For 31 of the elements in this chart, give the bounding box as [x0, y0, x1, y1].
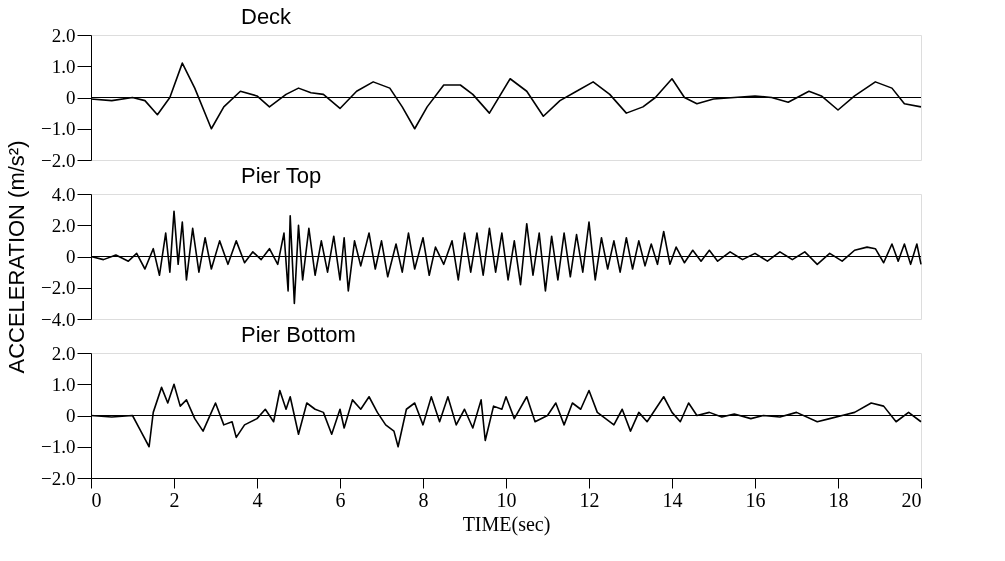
- x-tick-label: 20: [901, 488, 922, 511]
- x-tick-label: 2: [169, 488, 180, 511]
- x-tick-label: 16: [745, 488, 766, 511]
- y-tick-label: −2.0: [41, 277, 76, 299]
- chart-title: Pier Top: [241, 163, 322, 188]
- y-tick-label: −1.0: [41, 436, 76, 458]
- chart-title: Deck: [241, 4, 293, 29]
- x-tick-label: 4: [252, 488, 263, 511]
- x-tick-label: 0: [91, 488, 102, 511]
- x-tick-label: 8: [418, 488, 429, 511]
- y-tick-label: 1.0: [51, 373, 76, 395]
- y-tick-label: 0: [66, 246, 76, 267]
- chart-title: Pier Bottom: [241, 322, 356, 347]
- y-tick-label: 2.0: [51, 24, 76, 46]
- y-tick-label: −1.0: [41, 118, 76, 140]
- x-tick-label: 18: [828, 488, 849, 511]
- y-tick-label: −4.0: [41, 308, 76, 330]
- y-tick-label: 2.0: [51, 214, 76, 236]
- y-tick-label: 4.0: [51, 183, 76, 205]
- x-tick-label: 12: [579, 488, 600, 511]
- x-axis-title: TIME(sec): [462, 512, 551, 536]
- y-axis-title: ACCELERATION (m/s²): [4, 140, 30, 374]
- y-tick-label: 0: [66, 87, 76, 108]
- x-tick-label: 6: [335, 488, 346, 511]
- y-tick-label: 0: [66, 405, 76, 426]
- y-tick-label: −2.0: [41, 149, 76, 171]
- y-tick-label: 1.0: [51, 55, 76, 77]
- x-tick-label: 14: [662, 488, 683, 511]
- x-tick-label: 10: [496, 488, 517, 511]
- y-tick-label: −2.0: [41, 467, 76, 489]
- y-tick-label: 2.0: [51, 342, 76, 364]
